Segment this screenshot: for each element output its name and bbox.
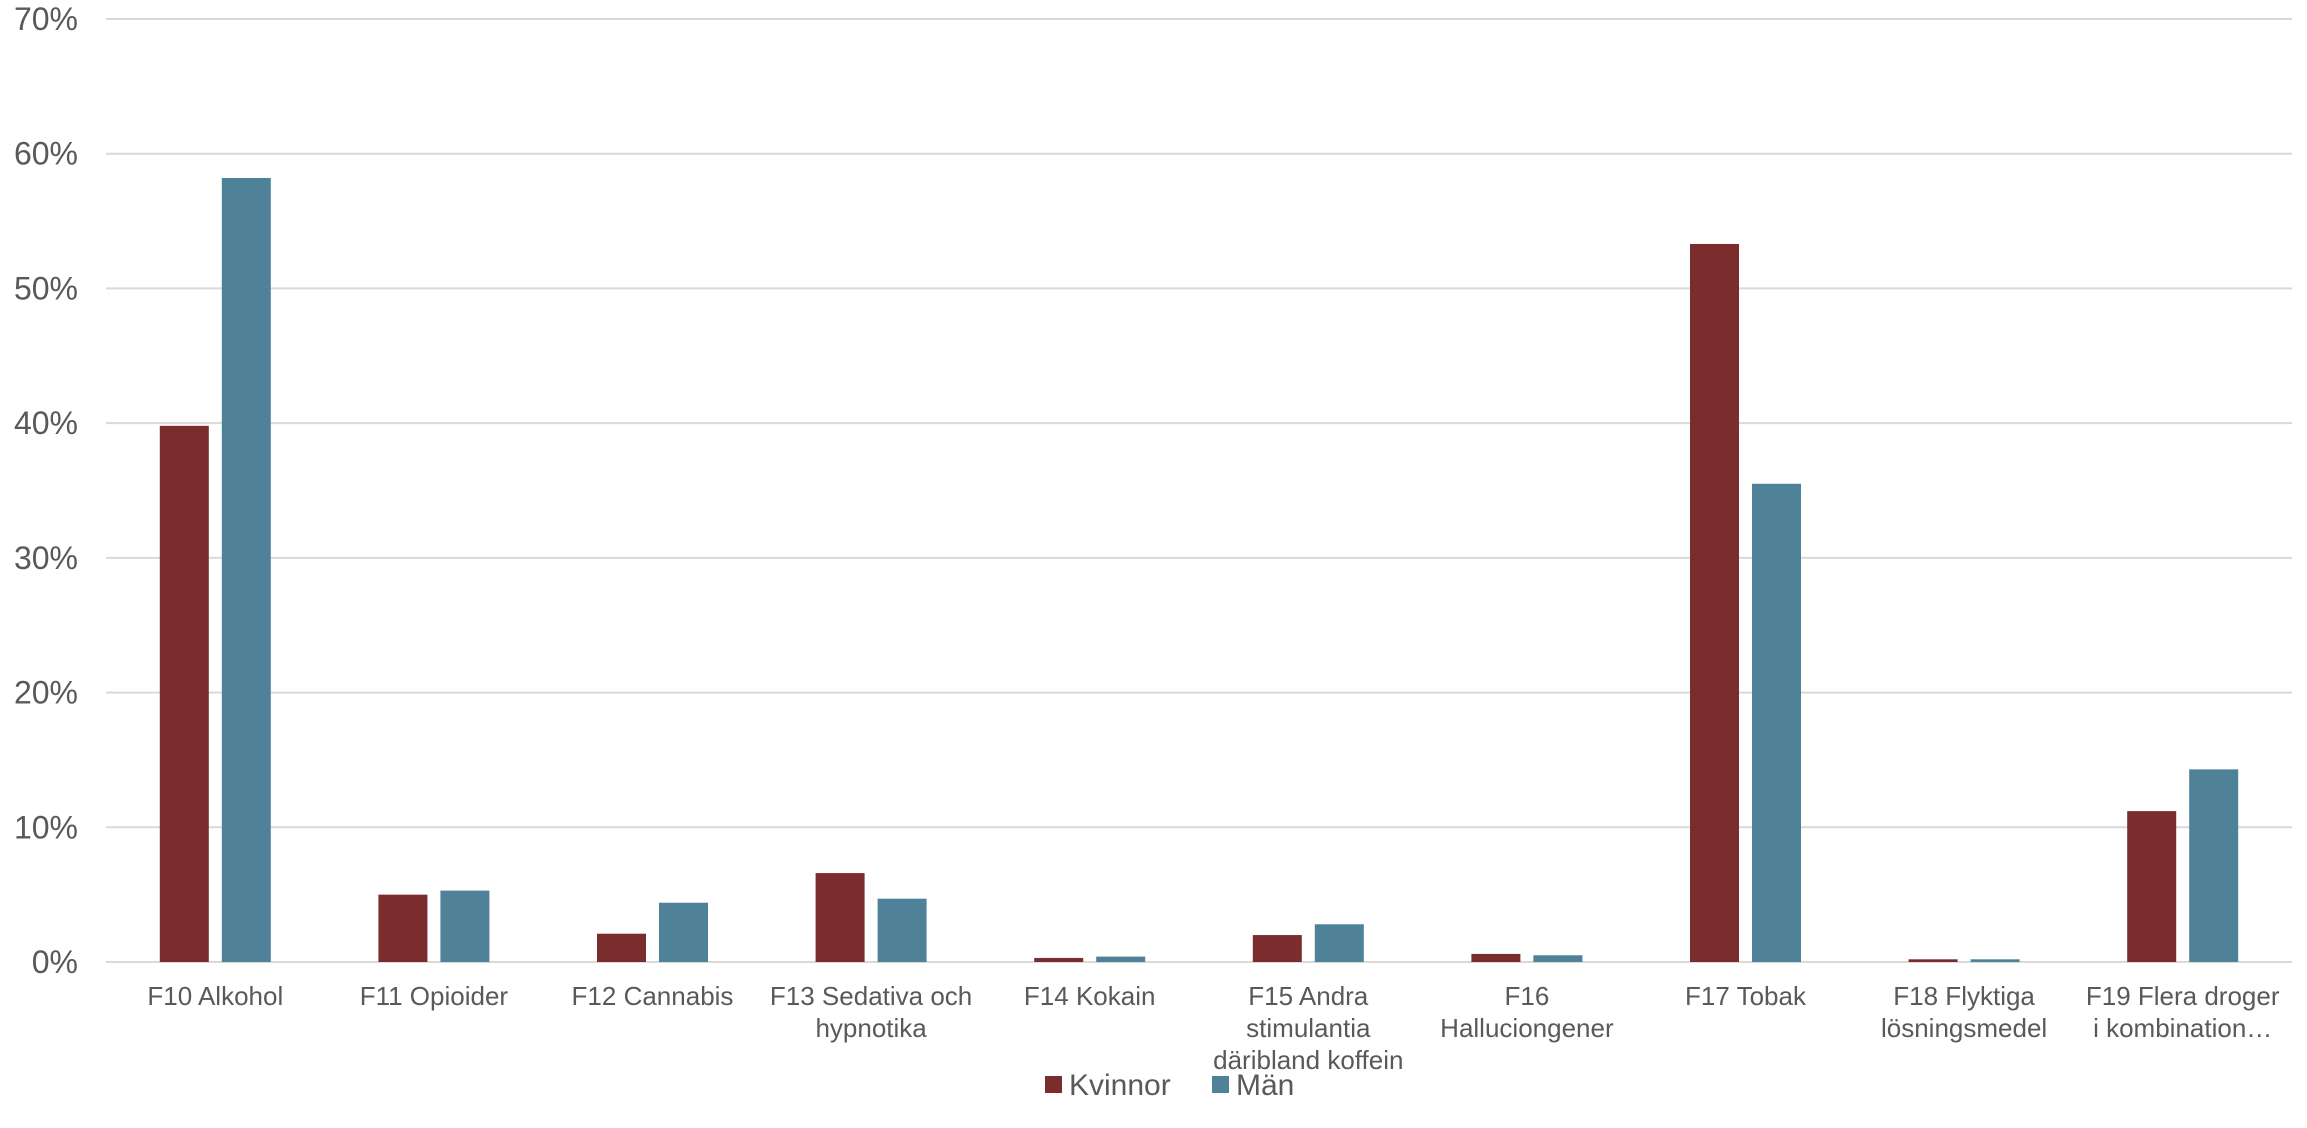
bar-man-4	[1096, 956, 1146, 962]
bar-kvinnor-8	[1908, 959, 1958, 962]
x-category-label-line: hypnotika	[815, 1013, 927, 1043]
bar-man-5	[1314, 924, 1364, 962]
x-category-label-line: F15 Andra	[1248, 981, 1369, 1011]
bar-man-7	[1752, 483, 1801, 962]
bar-man-6	[1533, 955, 1583, 962]
y-tick-label: 20%	[14, 675, 78, 711]
x-category-label-line: F14 Kokain	[1024, 981, 1156, 1011]
y-tick-label: 10%	[14, 809, 78, 845]
x-axis-labels: F10 Alkohol F11 Opioider F12 Cannabis F13 S…	[147, 981, 2279, 1075]
bar-man-1	[440, 890, 490, 962]
x-category-label: F19 Flera droger i kombination…	[2086, 981, 2280, 1043]
x-category-label: F15 Andra stimulantia däribland koffein	[1213, 981, 1403, 1075]
bar-man-0	[221, 177, 271, 962]
legend-swatch-kvinnor	[1045, 1076, 1062, 1093]
y-tick-label: 60%	[14, 136, 78, 172]
bar-kvinnor-1	[378, 894, 428, 962]
x-category-label: F13 Sedativa och hypnotika	[770, 981, 972, 1043]
x-category-label-line: däribland koffein	[1213, 1045, 1403, 1075]
bars	[159, 177, 2239, 963]
bar-kvinnor-5	[1252, 935, 1302, 962]
x-category-label: F11 Opioider	[360, 981, 509, 1011]
x-category-label: F14 Kokain	[1024, 981, 1156, 1011]
x-category-label-line: F11 Opioider	[360, 981, 509, 1011]
bar-kvinnor-0	[159, 425, 209, 962]
bar-kvinnor-3	[815, 873, 865, 962]
bar-man-3	[877, 898, 927, 962]
x-category-label: F17 Tobak	[1685, 981, 1807, 1011]
x-category-label-line: F10 Alkohol	[147, 981, 283, 1011]
x-category-label-line: lösningsmedel	[1881, 1013, 2047, 1043]
x-category-label-line: F18 Flyktiga	[1893, 981, 2035, 1011]
x-category-label-line: F19 Flera droger	[2086, 981, 2280, 1011]
x-category-label-line: stimulantia	[1246, 1013, 1371, 1043]
x-category-label-line: F16	[1504, 981, 1549, 1011]
bar-kvinnor-2	[597, 933, 646, 962]
x-category-label-line: F17 Tobak	[1685, 981, 1807, 1011]
x-category-label-line: Halluciongener	[1440, 1013, 1614, 1043]
x-category-label-line: F12 Cannabis	[572, 981, 734, 1011]
y-tick-label: 40%	[14, 405, 78, 441]
bar-man-8	[1970, 959, 2020, 962]
legend-label-kvinnor: Kvinnor	[1069, 1069, 1171, 1102]
y-axis-ticks: 0% 10% 20% 30% 40% 50% 60% 70%	[14, 1, 78, 980]
x-category-label: F10 Alkohol	[147, 981, 283, 1011]
x-category-label: F16 Halluciongener	[1440, 981, 1614, 1043]
legend-label-man: Män	[1236, 1069, 1294, 1102]
gridlines	[106, 18, 2292, 963]
y-tick-label: 70%	[14, 1, 78, 37]
x-category-label-line: i kombination…	[2093, 1013, 2272, 1043]
y-tick-label: 50%	[14, 270, 78, 306]
bar-kvinnor-4	[1034, 957, 1084, 962]
bar-man-9	[2189, 769, 2239, 962]
y-tick-label: 0%	[32, 944, 78, 980]
x-category-label-line: F13 Sedativa och	[770, 981, 972, 1011]
bar-kvinnor-9	[2127, 811, 2177, 962]
legend: Kvinnor Män	[1045, 1069, 1294, 1102]
y-tick-label: 30%	[14, 540, 78, 576]
legend-swatch-man	[1212, 1076, 1229, 1093]
bar-kvinnor-7	[1690, 243, 1739, 963]
bar-man-2	[659, 902, 708, 962]
x-category-label: F12 Cannabis	[572, 981, 734, 1011]
bar-kvinnor-6	[1471, 953, 1521, 962]
x-category-label: F18 Flyktiga lösningsmedel	[1881, 981, 2047, 1043]
